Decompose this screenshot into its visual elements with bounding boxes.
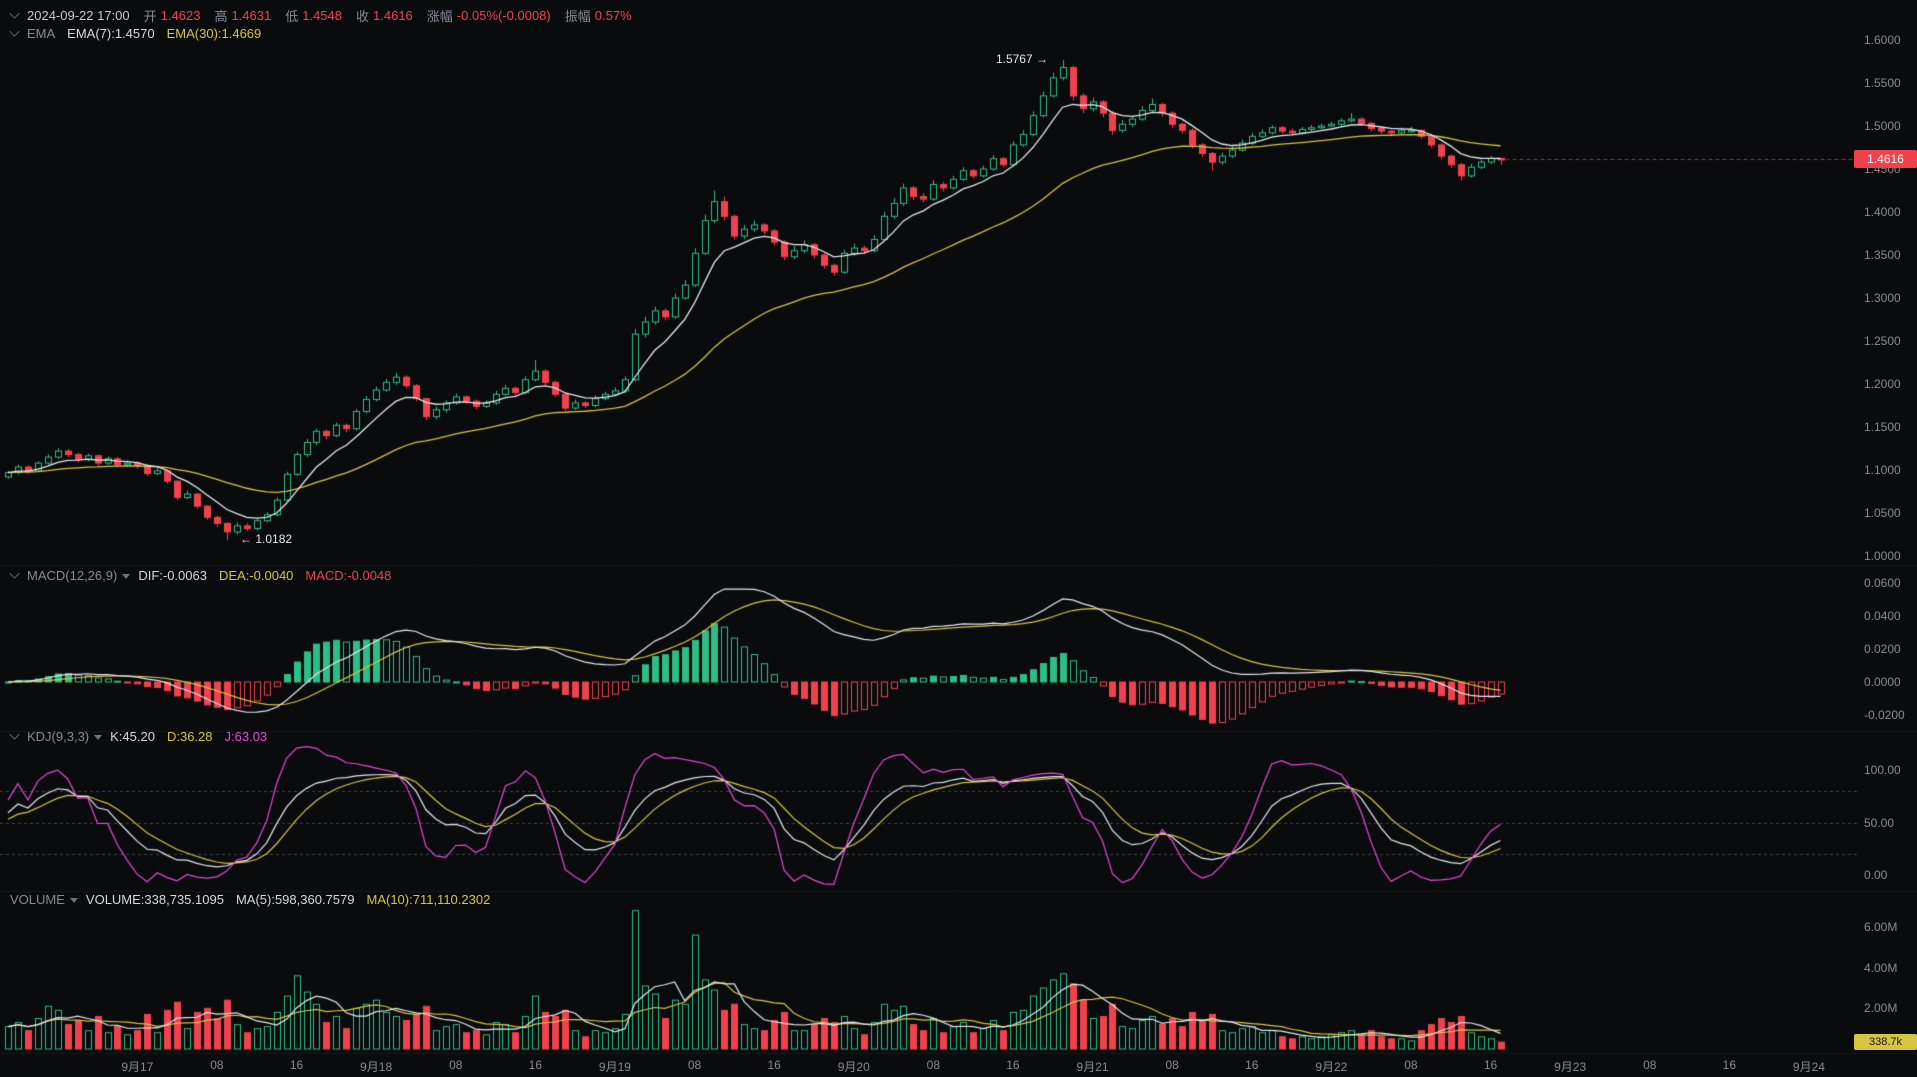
- macd-collapse-chevron-icon[interactable]: [9, 568, 20, 579]
- low-price-annotation: ← 1.0182: [240, 532, 293, 546]
- close-label: 收: [356, 9, 370, 24]
- high-price-annotation: 1.5767 →: [995, 52, 1048, 66]
- high-value: 1.4631: [231, 8, 272, 23]
- ema30-value: EMA(30):1.4669: [166, 26, 262, 41]
- kdj-k-value: K:45.20: [110, 729, 155, 744]
- last-volume-tag: 338.7k: [1854, 1034, 1917, 1050]
- kdj-dropdown-caret-icon[interactable]: [94, 735, 103, 740]
- close-value: 1.4616: [373, 8, 413, 23]
- macd-dea-value: DEA:-0.0040: [218, 568, 294, 583]
- ema-name[interactable]: EMA: [27, 26, 56, 41]
- volume-ma10-value: MA(10):711,110.2302: [366, 892, 491, 907]
- kdj-collapse-chevron-icon[interactable]: [9, 729, 20, 740]
- macd-dropdown-caret-icon[interactable]: [122, 574, 131, 579]
- collapse-chevron-icon[interactable]: [9, 8, 20, 19]
- macd-dif-value: DIF:-0.0063: [138, 568, 207, 583]
- volume-indicator-bar: VOLUME VOLUME:338,735.1095 MA(5):598,360…: [10, 892, 490, 907]
- kdj-name[interactable]: KDJ(9,3,3): [27, 729, 90, 744]
- open-label: 开: [143, 9, 157, 24]
- kdj-indicator-bar: KDJ(9,3,3) K:45.20 D:36.28 J:63.03: [9, 729, 268, 744]
- volume-ma5-value: MA(5):598,360.7579: [235, 892, 355, 907]
- ohlc-info-bar: 2024-09-22 17:00 开 1.4623 高 1.4631 低 1.4548…: [9, 6, 646, 25]
- ema-indicator-bar: EMA EMA(7):1.4570 EMA(30):1.4669: [9, 26, 262, 41]
- kdj-j-value: J:63.03: [224, 729, 268, 744]
- high-label: 高: [214, 9, 228, 24]
- change-label: 涨幅: [426, 9, 453, 24]
- low-value: 1.4548: [302, 8, 342, 23]
- change-value: -0.05%(-0.0008): [456, 8, 551, 23]
- ema7-value: EMA(7):1.4570: [67, 26, 155, 41]
- ema-collapse-chevron-icon[interactable]: [9, 26, 20, 37]
- macd-indicator-bar: MACD(12,26,9) DIF:-0.0063 DEA:-0.0040 MA…: [9, 568, 392, 583]
- volume-dropdown-caret-icon[interactable]: [69, 898, 78, 903]
- last-price-tag: 1.4616: [1854, 150, 1917, 168]
- amplitude-label: 振幅: [564, 9, 591, 24]
- kdj-d-value: D:36.28: [166, 729, 213, 744]
- macd-macd-value: MACD:-0.0048: [305, 568, 392, 583]
- macd-name[interactable]: MACD(12,26,9): [27, 568, 118, 583]
- amplitude-value: 0.57%: [594, 8, 632, 23]
- volume-value: VOLUME:338,735.1095: [85, 892, 224, 907]
- low-label: 低: [285, 9, 299, 24]
- volume-name[interactable]: VOLUME: [10, 892, 65, 907]
- candle-timestamp: 2024-09-22 17:00: [27, 8, 130, 23]
- open-value: 1.4623: [160, 8, 201, 23]
